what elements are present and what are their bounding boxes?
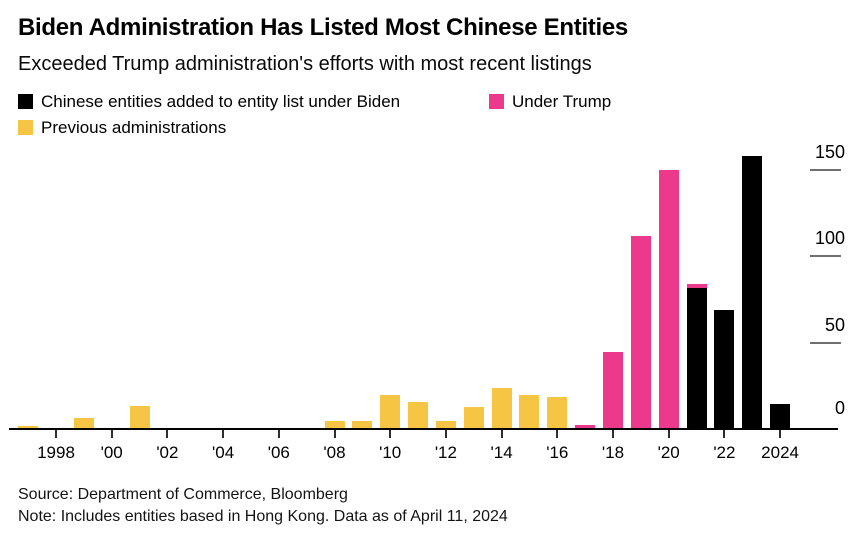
bar-2022-black xyxy=(714,310,735,428)
y-label-150: 150 xyxy=(814,141,845,162)
bar-2009-yellow xyxy=(352,421,373,428)
y-label-0: 0 xyxy=(834,398,845,418)
x-tick-2022 xyxy=(723,430,726,438)
x-tick-2000 xyxy=(110,430,113,438)
bar-1999-yellow xyxy=(73,417,94,428)
biden-series-swatch-icon xyxy=(18,94,33,109)
x-tick-2020 xyxy=(667,430,670,438)
x-label-2024: 2024 xyxy=(761,443,799,462)
bar-2018-pink xyxy=(603,351,623,428)
y-tick-100 xyxy=(810,255,841,257)
bar-2011-yellow xyxy=(408,402,429,428)
x-tick-2014 xyxy=(500,430,503,438)
chart-title: Biden Administration Has Listed Most Chi… xyxy=(18,14,628,41)
bar-2021-black xyxy=(686,287,707,428)
bar-2012-yellow xyxy=(435,421,456,428)
bar-2001-yellow xyxy=(129,405,150,428)
bar-2019-pink xyxy=(630,235,651,428)
x-axis-line xyxy=(9,428,838,430)
bar-2024-black xyxy=(770,403,791,428)
bar-2015-yellow xyxy=(519,395,540,428)
x-tick-2024 xyxy=(779,430,782,438)
x-label-2022: '22 xyxy=(713,443,736,462)
x-tick-1998 xyxy=(55,430,57,438)
bar-2020-pink xyxy=(658,170,679,428)
x-label-2004: '04 xyxy=(212,443,235,462)
legend: Chinese entities added to entity list un… xyxy=(18,92,838,137)
bar-2008-yellow xyxy=(324,421,345,428)
trump-series-swatch-icon xyxy=(489,94,504,109)
x-label-2010: '10 xyxy=(379,443,402,462)
legend-item-biden: Chinese entities added to entity list un… xyxy=(18,92,473,111)
source-text: Source: Department of Commerce, Bloomber… xyxy=(18,486,348,503)
y-tick-150 xyxy=(810,168,841,171)
bar-2017-pink xyxy=(575,424,596,428)
bar-2010-yellow xyxy=(380,395,401,428)
legend-label-previous: Previous administrations xyxy=(41,118,227,137)
legend-item-trump: Under Trump xyxy=(489,92,611,111)
bar-2023-black xyxy=(742,156,763,428)
bar-1997-yellow xyxy=(18,426,39,428)
x-label-2002: '02 xyxy=(156,443,179,462)
footer: Source: Department of Commerce, Bloomber… xyxy=(18,484,508,528)
x-tick-2018 xyxy=(612,430,614,438)
x-tick-2004 xyxy=(222,430,225,438)
note-text: Note: Includes entities based in Hong Ko… xyxy=(18,508,508,525)
x-tick-2012 xyxy=(444,430,447,438)
x-label-2006: '06 xyxy=(267,443,290,462)
x-label-2018: '18 xyxy=(601,443,625,462)
x-label-2012: '12 xyxy=(434,443,457,462)
x-label-2008: '08 xyxy=(323,443,346,462)
x-tick-2010 xyxy=(389,430,392,438)
x-label-1998: 1998 xyxy=(37,443,75,462)
previous-series-swatch-icon xyxy=(18,120,33,135)
legend-label-trump: Under Trump xyxy=(512,92,612,111)
x-label-2000: '00 xyxy=(100,443,123,462)
bar-2021-pink xyxy=(686,284,707,288)
bar-2016-yellow xyxy=(547,396,568,428)
y-tick-50 xyxy=(810,341,841,344)
legend-item-previous: Previous administrations xyxy=(18,118,838,137)
chart-subtitle: Exceeded Trump administration's efforts … xyxy=(18,53,592,75)
x-label-2020: '20 xyxy=(657,443,680,462)
y-label-100: 100 xyxy=(814,228,845,248)
x-label-2016: '16 xyxy=(546,443,569,462)
x-tick-2008 xyxy=(333,430,336,438)
x-tick-2002 xyxy=(166,430,169,438)
y-label-50: 50 xyxy=(824,314,845,335)
x-tick-2016 xyxy=(556,430,559,438)
legend-label-biden: Chinese entities added to entity list un… xyxy=(41,92,401,111)
x-tick-2006 xyxy=(277,430,280,438)
x-label-2014: '14 xyxy=(490,443,513,462)
bar-2013-yellow xyxy=(463,407,484,428)
bar-2014-yellow xyxy=(491,388,512,428)
